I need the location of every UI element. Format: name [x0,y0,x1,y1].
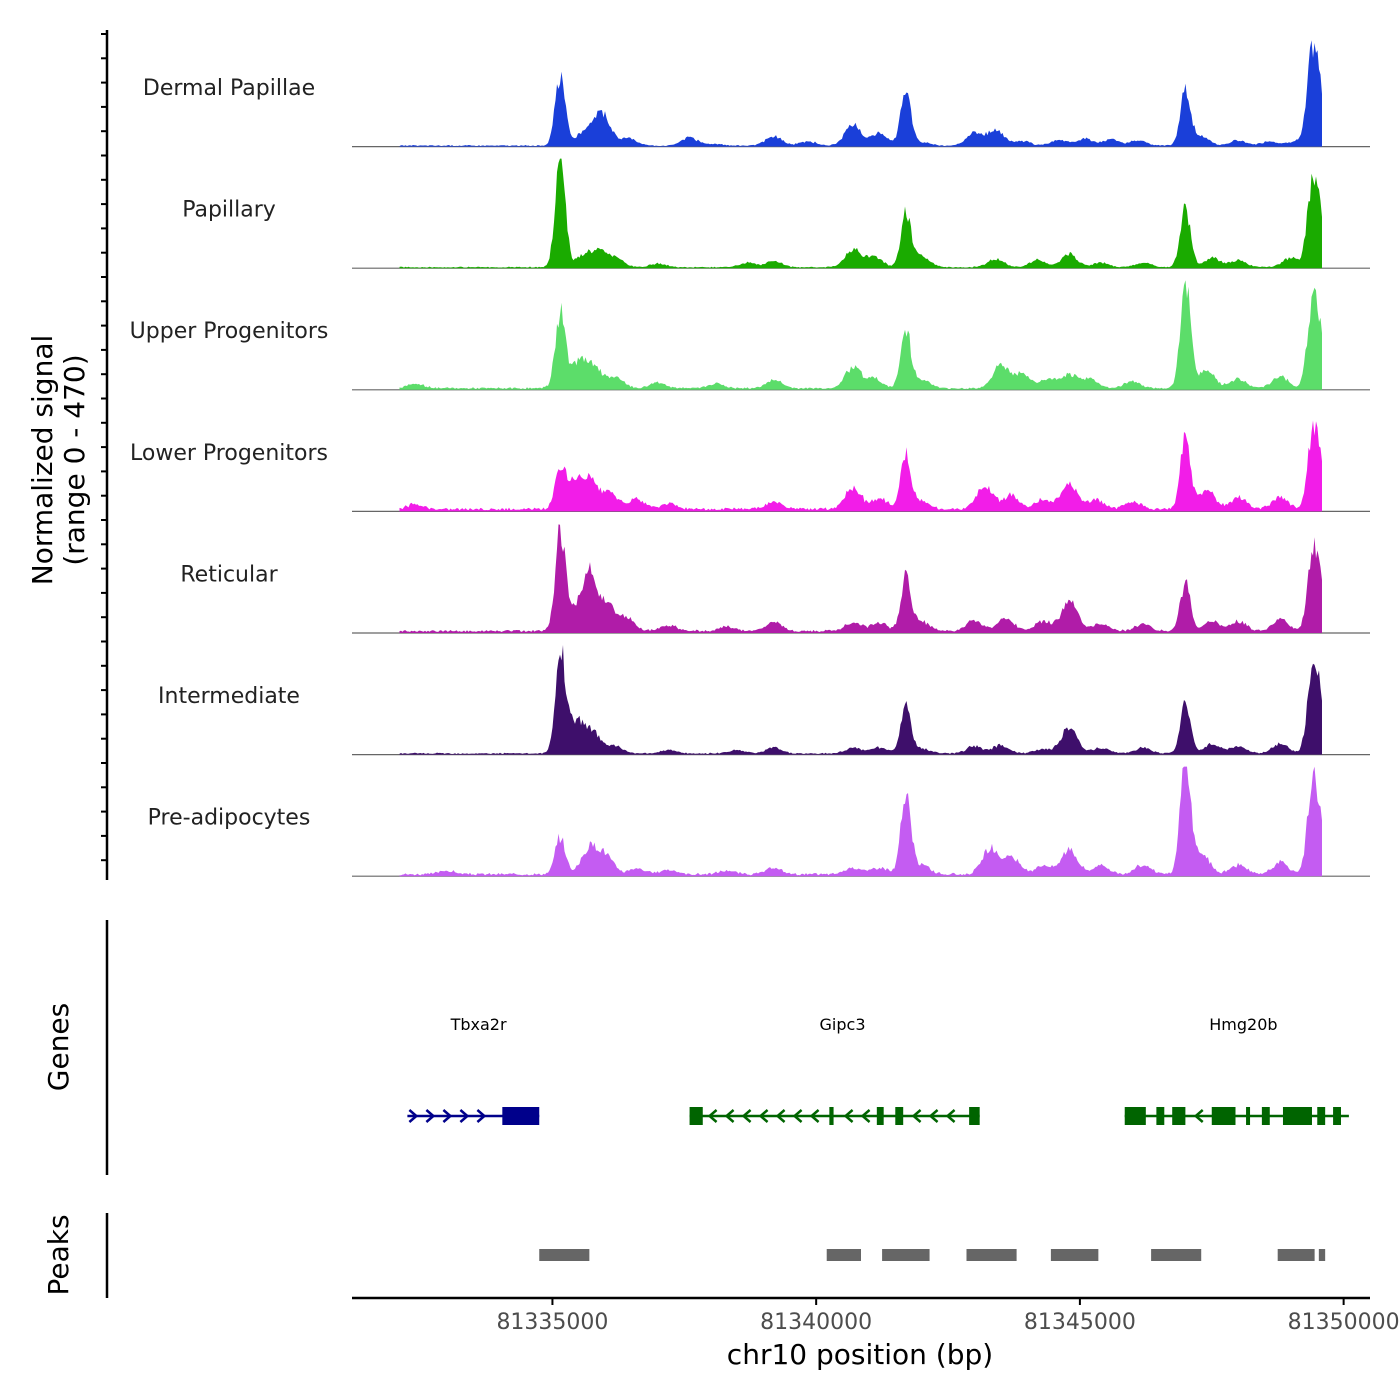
gene-strand-arrow [758,1109,769,1123]
gene-strand-arrow [476,1109,487,1123]
gene-exon [829,1107,834,1125]
gene-exon [969,1107,980,1125]
gene-strand-arrow [911,1109,922,1123]
signal-track-label: Pre-adipocytes [148,806,311,831]
peak-region [966,1249,1017,1261]
signal-area [399,645,1322,755]
gene-strand-arrow [1193,1109,1204,1123]
peaks-track [539,1249,1326,1261]
signal-tracks: Dermal Papillae Papillary Upper Progenitor… [130,40,1370,877]
gene-label: Hmg20b [1209,1015,1277,1034]
signal-track-label: Intermediate [158,684,300,709]
gene-exon [1211,1107,1236,1125]
gene-strand-arrow [775,1109,786,1123]
x-tick-label: 81335000 [496,1310,608,1335]
gene-exon [1333,1107,1341,1125]
gene-exon [1124,1107,1146,1125]
gene-strand-arrow [928,1109,939,1123]
gene-strand-arrow [707,1109,718,1123]
signal-track-label: Dermal Papillae [143,76,315,101]
gene-strand-arrow [792,1109,803,1123]
gene-model: Tbxa2r [407,1015,540,1125]
peak-region [826,1249,861,1261]
gene-label: Gipc3 [820,1015,866,1034]
gene-strand-arrow [724,1109,735,1123]
gene-strand-arrow [860,1109,871,1123]
gene-model: Hmg20b [1124,1015,1349,1125]
signal-track: Pre-adipocytes [148,766,1370,877]
signal-axis-title: Normalized signal (range 0 - 470) [26,335,91,586]
gene-exon [1156,1107,1165,1125]
peak-region [1151,1249,1202,1261]
signal-track: Dermal Papillae [143,40,1370,148]
gene-exon [1282,1107,1312,1125]
signal-axis-title-line2: (range 0 - 470) [58,354,91,565]
peaks-track-title: Peaks [42,1214,75,1295]
gene-exon [502,1107,540,1125]
signal-axis-ticks [101,33,107,862]
x-tick-label: 81345000 [1024,1310,1136,1335]
signal-area [399,524,1322,633]
gene-exon [1261,1107,1270,1125]
genes-track-title: Genes [42,1003,75,1091]
gene-strand-arrow [741,1109,752,1123]
gene-exon [1317,1107,1326,1125]
signal-track: Reticular [180,524,1370,634]
signal-area [399,420,1322,512]
x-tick-label: 81350000 [1288,1310,1400,1335]
gene-strand-arrow [425,1109,436,1123]
gene-strand-arrow [459,1109,470,1123]
gene-strand-arrow [442,1109,453,1123]
signal-track-label: Lower Progenitors [130,441,328,466]
gene-exon [895,1107,904,1125]
gene-exon [689,1107,703,1125]
peak-region [1318,1249,1326,1261]
signal-area [399,158,1322,269]
signal-track-label: Papillary [182,198,276,223]
signal-track-label: Reticular [180,562,278,587]
signal-track: Papillary [182,158,1370,269]
signal-track: Intermediate [158,645,1370,756]
signal-track: Upper Progenitors [130,280,1370,391]
gene-label: Tbxa2r [450,1015,507,1034]
genes-track: Tbxa2r Gipc3 Hmg20b [407,1015,1349,1125]
peak-region [1050,1249,1099,1261]
gene-strand-arrow [945,1109,956,1123]
signal-area [399,40,1322,147]
signal-track-label: Upper Progenitors [130,319,329,344]
gene-exon [876,1107,884,1125]
x-axis-title: chr10 position (bp) [727,1338,993,1371]
peak-region [882,1249,930,1261]
signal-area [399,280,1322,390]
signal-track: Lower Progenitors [130,420,1370,512]
gene-model: Gipc3 [689,1015,980,1125]
gene-exon [1246,1107,1251,1125]
signal-area [399,766,1322,877]
peak-region [539,1249,590,1261]
signal-axis-title-line1: Normalized signal [26,335,59,586]
x-axis-ticks: 81335000 81340000 81345000 81350000 [496,1298,1400,1335]
gene-strand-arrow [809,1109,820,1123]
gene-exon [1172,1107,1186,1125]
gene-strand-arrow [408,1109,419,1123]
x-tick-label: 81340000 [760,1310,872,1335]
gene-strand-arrow [843,1109,854,1123]
peak-region [1277,1249,1315,1261]
